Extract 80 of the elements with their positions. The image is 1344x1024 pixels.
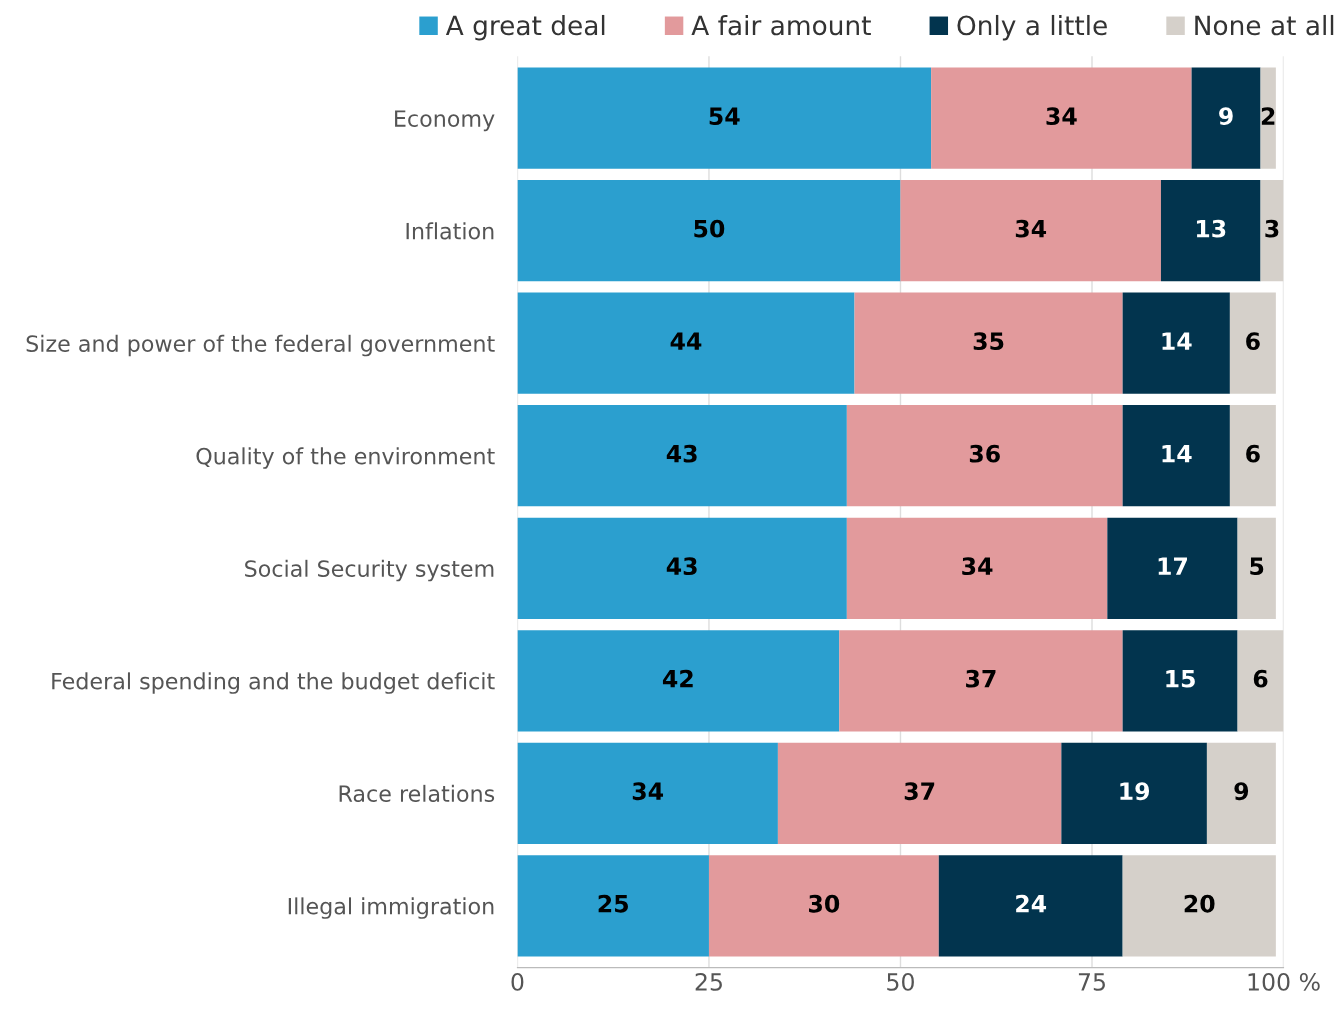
x-tick-label: 75 [1078, 973, 1105, 991]
data-label: 6 [1246, 332, 1260, 351]
bar [1107, 517, 1238, 619]
bar [517, 180, 901, 282]
data-label: 14 [1162, 445, 1192, 463]
data-label: 43 [666, 444, 697, 463]
x-tick-label: 50 [887, 972, 914, 991]
y-tick-label: Economy [395, 110, 495, 132]
bar [517, 630, 840, 732]
legend-label: None at all [1195, 14, 1334, 36]
y-tick-label: Social Security system [245, 559, 494, 582]
bar [517, 517, 847, 619]
data-label: 42 [662, 669, 693, 688]
data-label: 34 [632, 782, 664, 801]
data-label: 44 [670, 332, 702, 350]
bar [938, 855, 1123, 957]
data-label: 43 [666, 557, 697, 576]
data-label: 50 [694, 219, 725, 238]
data-label: 36 [969, 444, 1000, 463]
data-label: 9 [1234, 782, 1249, 801]
bar [517, 67, 932, 169]
data-label: 37 [904, 782, 935, 801]
data-label: 34 [1015, 219, 1047, 238]
data-label: 34 [962, 557, 993, 576]
data-label: 14 [1162, 332, 1192, 350]
bar [931, 67, 1192, 169]
data-label: 19 [1120, 782, 1150, 801]
bar [846, 517, 1108, 619]
data-label: 17 [1158, 557, 1187, 575]
x-tick-label: 25 [695, 972, 722, 991]
bar [777, 742, 1062, 844]
data-label: 20 [1184, 894, 1215, 913]
legend-label: A great deal [445, 14, 605, 41]
x-tick-label: 0 [511, 972, 524, 991]
y-tick-label: Size and power of the federal government [26, 334, 495, 357]
bar [1122, 855, 1276, 957]
bar [1237, 630, 1284, 732]
bar [517, 855, 709, 957]
bar [900, 180, 1161, 282]
y-tick-label: Race relations [339, 784, 495, 803]
bar [708, 855, 939, 957]
bar [1237, 517, 1276, 619]
bar [846, 405, 1123, 507]
data-label: 6 [1246, 444, 1260, 463]
bar [1206, 742, 1276, 844]
y-tick-label: Federal spending and the budget deficit [52, 672, 495, 694]
data-label: 3 [1265, 219, 1279, 238]
bar [1229, 292, 1276, 394]
bar [517, 742, 778, 844]
y-tick-label: Illegal immigration [288, 897, 494, 919]
data-label: 5 [1250, 557, 1264, 576]
bar [1160, 180, 1261, 282]
bar [517, 292, 855, 394]
bar [517, 405, 847, 507]
data-label: 15 [1166, 670, 1195, 688]
data-label: 34 [1046, 107, 1077, 126]
legend-label: Only a little [957, 14, 1107, 41]
y-tick-label: Quality of the environment [196, 447, 495, 469]
bar [1260, 180, 1284, 282]
bar [1122, 292, 1230, 394]
bar [1122, 405, 1230, 507]
bar [1191, 67, 1261, 169]
bar [854, 292, 1123, 394]
data-label: 24 [1016, 894, 1047, 913]
data-label: 54 [709, 107, 740, 126]
bar [1229, 405, 1276, 507]
data-label: 9 [1219, 107, 1233, 126]
data-label: 25 [598, 894, 628, 913]
data-label: 13 [1196, 219, 1226, 238]
data-label: 35 [973, 332, 1004, 351]
data-label: 30 [809, 894, 840, 913]
bar [839, 630, 1123, 732]
data-label: 6 [1253, 669, 1268, 688]
bar [1061, 742, 1207, 844]
legend-label: A fair amount [691, 14, 871, 36]
bar [1122, 630, 1238, 732]
data-label: 2 [1261, 107, 1275, 125]
y-tick-label: Inflation [406, 222, 494, 240]
x-tick-label: 100 % [1248, 972, 1320, 991]
data-label: 37 [966, 669, 996, 688]
